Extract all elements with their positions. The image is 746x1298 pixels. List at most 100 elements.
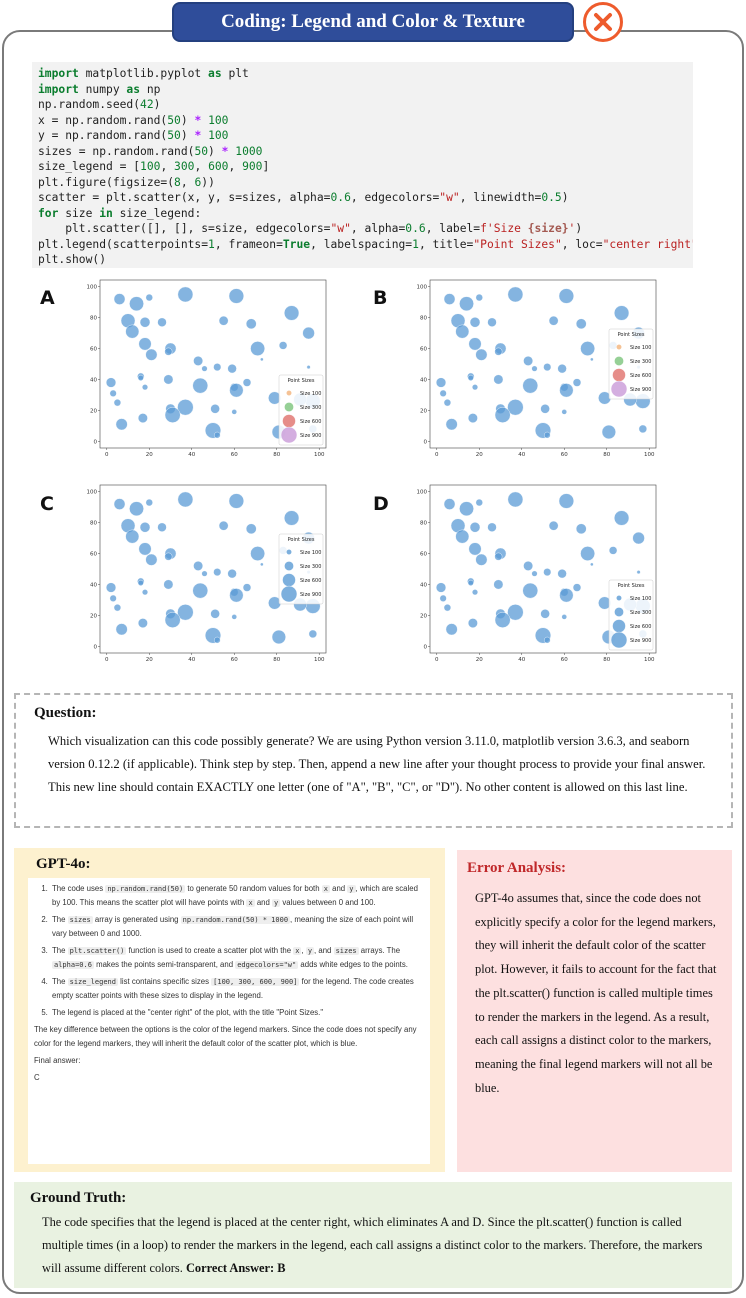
legend-label: Size 900 [630,387,651,393]
legend-marker [614,607,624,617]
scatter-point [145,553,158,566]
scatter-point [138,337,152,351]
scatter-point [494,612,511,628]
scatter-point [164,552,173,561]
scatter-point [228,288,244,304]
scatter-point [115,623,128,636]
x-tick-label: 60 [561,452,568,458]
scatter-point [139,317,151,328]
scatter-point [493,579,504,590]
scatter-point [227,569,237,579]
scatter-point [561,614,567,620]
legend-label: Size 100 [630,345,651,351]
scatter-point [559,383,574,398]
scatter-point [157,522,167,532]
legend-label: Size 600 [300,578,321,584]
scatter-point [507,399,524,416]
scatter-point [177,399,194,416]
scatter-point [468,413,478,423]
scatter-point [302,326,315,340]
code-line: np.random.seed(42) [38,98,161,111]
scatter-point [109,389,117,397]
legend-label: Size 100 [300,550,321,556]
legend-marker [614,356,624,366]
scatter-point [557,569,567,579]
code-line: import numpy as np [38,82,161,96]
y-tick-label: 40 [420,377,427,383]
y-tick-label: 40 [90,377,97,383]
y-tick-label: 100 [417,490,428,496]
legend-marker [612,368,626,382]
scatter-point [590,562,594,567]
code-line: plt.show() [38,253,107,266]
scatter-point [245,318,257,330]
y-tick-label: 80 [90,521,97,527]
scatter-point [193,561,204,571]
scatter-point [523,561,534,571]
scatter-point [250,546,265,561]
scatter-point [129,501,144,517]
scatter-point [494,347,503,356]
x-tick-label: 0 [435,657,439,663]
legend-title: Point Sizes [288,537,315,543]
scatter-point [543,568,552,577]
scatter-point [540,609,550,619]
ground-truth-box: Ground Truth: The code specifies that th… [14,1182,732,1288]
scatter-point [231,409,237,415]
legend-label: Size 100 [630,596,651,602]
legend-label: Size 300 [300,564,321,570]
x-tick-label: 0 [105,452,109,458]
legend-title: Point Sizes [618,332,645,338]
scatter-point [142,589,149,596]
y-tick-label: 60 [420,347,427,353]
x-tick-label: 20 [476,657,483,663]
y-tick-label: 40 [90,582,97,588]
x-tick-label: 60 [231,657,238,663]
x-tick-label: 40 [518,452,525,458]
scatter-point [164,612,181,628]
x-tick-label: 80 [273,452,280,458]
legend-marker [284,561,294,571]
scatter-point [115,418,128,431]
legend-label: Size 600 [300,419,321,425]
y-tick-label: 60 [420,552,427,558]
scatter-plot-b: 0 20 40 60 80 100 0 20 40 60 80 100 Point Sizes Size … [417,279,657,458]
scatter-point [435,377,447,388]
ground-truth-title: Ground Truth: [30,1190,127,1206]
x-tick-label: 0 [105,657,109,663]
code-line: plt.figure(figsize=(8, 6)) [38,175,215,189]
scatter-point [192,582,209,599]
scatter-point [138,542,152,556]
gpt-final-label: Final answer: [34,1056,81,1065]
scatter-point [105,582,117,593]
scatter-point [459,501,474,517]
scatter-point [177,491,194,508]
scatter-point [213,431,221,439]
scatter-point [113,293,126,305]
scatter-point [113,399,122,407]
option-label-c: C [40,493,54,515]
y-tick-label: 0 [94,439,98,445]
scatter-point [561,409,567,415]
scatter-point [558,493,574,509]
scatter-point [614,510,630,526]
x-tick-label: 20 [146,657,153,663]
scatter-point [228,493,244,509]
code-line: x = np.random.rand(50) * 100 [38,113,229,127]
code-line: size_legend = [100, 300, 600, 900] [38,160,270,173]
scatter-point [494,552,503,561]
scatter-point [557,364,567,374]
legend-marker [286,549,292,555]
legend-marker [612,619,626,633]
code-block: import matplotlib.pyplot as plt import n… [32,62,693,268]
scatter-point [105,377,117,388]
scatter-point [229,383,244,398]
error-analysis-box: Error Analysis: GPT-4o assumes that, sin… [457,850,732,1172]
x-tick-label: 100 [314,657,325,663]
scatter-point [475,553,488,566]
scatter-point [636,570,641,575]
scatter-point [139,522,151,533]
code-line: for size in size_legend: [38,206,202,220]
option-label-b: B [373,287,388,309]
scatter-point [306,365,311,370]
